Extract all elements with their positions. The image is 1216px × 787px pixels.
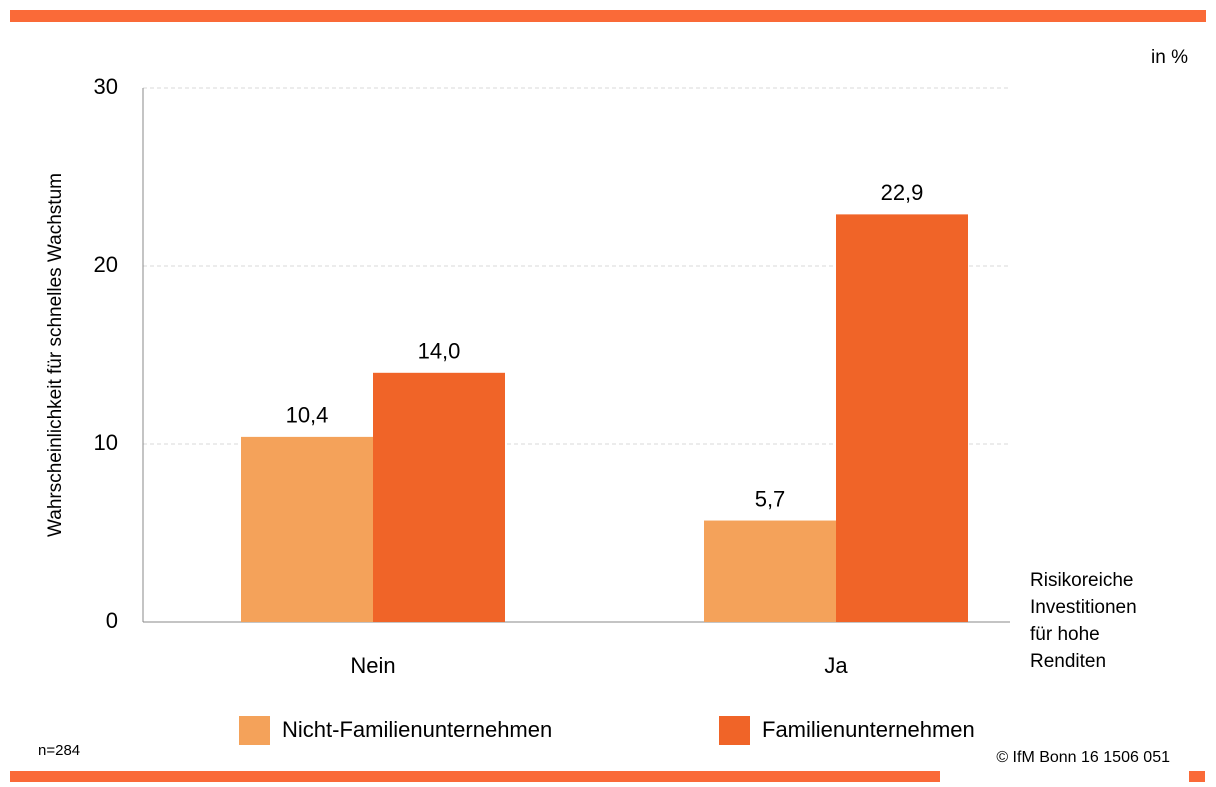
bottom-accent-square — [1189, 771, 1205, 782]
y-tick-label: 0 — [106, 608, 118, 633]
bar — [704, 520, 836, 622]
x-axis-label: Investitionen — [1030, 597, 1137, 618]
bar — [373, 372, 505, 622]
legend-swatch — [239, 716, 270, 745]
unit-note: in % — [1151, 47, 1188, 68]
x-axis-label: für hohe — [1030, 624, 1100, 645]
bar — [241, 436, 373, 622]
y-tick-label: 30 — [94, 74, 118, 99]
y-tick-label: 20 — [94, 252, 118, 277]
value-label: 14,0 — [418, 339, 461, 364]
legend-swatch — [719, 716, 750, 745]
y-axis-label: Wahrscheinlichkeit für schnelles Wachstu… — [45, 173, 66, 537]
x-tick-label: Ja — [824, 653, 848, 678]
sample-note: n=284 — [38, 742, 80, 759]
x-tick-label: Nein — [350, 653, 395, 678]
legend-label: Nicht-Familienunternehmen — [282, 717, 552, 742]
bottom-accent-bar — [10, 771, 940, 782]
value-label: 5,7 — [755, 486, 786, 511]
value-label: 22,9 — [881, 180, 924, 205]
x-axis-label: Renditen — [1030, 651, 1106, 672]
x-axis-label: Risikoreiche — [1030, 570, 1133, 591]
y-tick-label: 10 — [94, 430, 118, 455]
bar — [836, 214, 968, 622]
footer: © IfM Bonn 16 1506 051 — [996, 749, 1170, 766]
legend-label: Familienunternehmen — [762, 717, 975, 742]
value-label: 10,4 — [286, 403, 329, 428]
top-accent-bar — [10, 10, 1206, 22]
